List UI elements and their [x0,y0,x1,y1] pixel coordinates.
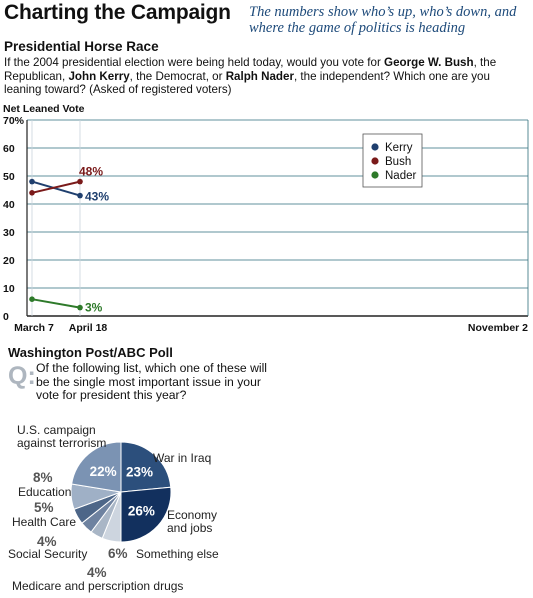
pie-pct-health-care: 5% [34,500,54,515]
pie-slice-economy-and-jobs [120,486,172,543]
race-title: Presidential Horse Race [4,39,159,54]
line-chart-y-axis-label: Net Leaned Vote [3,103,85,115]
legend-marker-bush [371,157,379,165]
data-point-kerry [29,178,35,185]
series-line-bush [31,180,81,194]
y-tick-label: 60 [3,143,15,155]
pie-label-medicare-and-perscription-drugs: Medicare and perscription drugs [12,579,184,593]
question-bush: George W. Bush [384,56,474,69]
race-question: If the 2004 presidential election were b… [4,56,530,97]
line-chart: 0 10 20 30 40 50 60 70% March 7 April 18 November … [3,115,529,334]
pie-pct-medicare-and-perscription-drugs: 4% [87,565,107,580]
series-line-kerry [31,180,81,197]
data-point-nader [77,304,83,311]
y-tick-label: 10 [3,283,15,295]
legend-marker-nader [371,171,379,179]
data-point-bush [77,178,83,185]
y-tick-label: 40 [3,199,15,211]
pie-label-education: Education [18,485,72,499]
data-label-nader: 3% [85,301,103,315]
legend-label-kerry: Kerry [385,142,413,154]
page-headline: Charting the Campaign [4,1,231,24]
data-label-bush: 48% [79,165,103,179]
legend-label-bush: Bush [385,156,411,168]
pie-slice-u-s-campaign-against-terrorism [71,441,122,493]
pie-pct-education: 8% [33,470,53,485]
question-part-2: , the Republican, [4,56,497,83]
pie-slice-value: 26% [128,503,155,518]
pie-chart: 23% 26% 22% [70,441,172,543]
y-tick-label: 0 [3,311,9,323]
x-tick-label: November 2 [468,322,528,334]
question-part-4: , the independent? Which one are you lea… [4,69,490,97]
x-tick-label: March 7 [14,322,54,334]
y-tick-label: 30 [3,227,15,239]
pie-label-health-care: Health Care [12,515,77,529]
pie-pct-social-security: 4% [37,534,57,549]
data-point-nader [29,296,35,303]
legend-marker-kerry [371,143,379,151]
data-label-kerry: 43% [85,190,109,204]
y-tick-label: 20 [3,255,15,267]
pie-slice-value: 23% [126,465,153,480]
question-mark-icon: Q: [8,362,36,390]
pie-label-war-in-iraq: War in Iraq [153,451,212,465]
pie-label-something-else: Something else [136,547,219,561]
poll-title: Washington Post/ABC Poll [8,345,173,360]
pie-slice-value: 22% [90,464,117,479]
pie-label-social-security: Social Security [8,547,88,561]
y-tick-label: 50 [3,171,15,183]
x-tick-label: April 18 [69,322,108,334]
y-tick-label: 70% [3,115,25,127]
data-point-bush [29,190,35,196]
question-nader: Ralph Nader [225,69,294,83]
question-kerry: John Kerry [68,69,130,83]
question-part-1: If the 2004 presidential election were b… [4,56,385,69]
pie-label-u-s-campaign-against-terrorism: U.S. campaign against terrorism [17,423,107,450]
pie-slice-war-in-iraq [120,441,172,493]
pie-label-economy-and-jobs: Economy and jobs [167,508,218,535]
page-subhead: The numbers show who’s up, who’s down, a… [249,4,517,36]
poll-question: Of the following list, which one of thes… [36,361,267,403]
legend-label-nader: Nader [385,170,416,182]
data-point-kerry [77,192,83,199]
pie-pct-something-else: 6% [108,546,128,561]
series-line-nader [31,298,81,309]
question-part-3: , the Democrat, or [129,69,226,83]
